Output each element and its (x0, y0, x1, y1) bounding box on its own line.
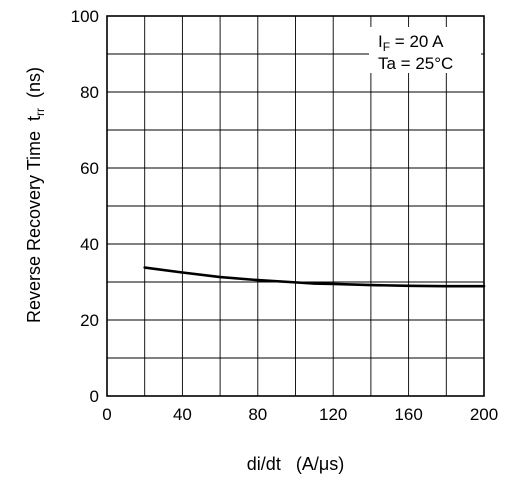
y-axis-title-main: Reverse Recovery Time t (24, 116, 44, 323)
x-tick-label: 160 (394, 405, 422, 424)
annotation-line-1: IF = 20 A (378, 32, 444, 54)
y-tick-label: 60 (80, 159, 99, 178)
y-tick-label: 20 (80, 311, 99, 330)
x-tick-label: 0 (102, 405, 111, 424)
x-tick-labels: 0 40 80 120 160 200 (102, 405, 498, 424)
plot-frame (106, 15, 485, 397)
annotation-line-1-rest: = 20 A (390, 32, 444, 51)
annotation-box (369, 27, 481, 73)
x-tick-label: 120 (319, 405, 347, 424)
x-tick-label: 40 (173, 405, 192, 424)
y-tick-label: 40 (80, 235, 99, 254)
y-tick-label: 0 (90, 387, 99, 406)
y-axis-title: Reverse Recovery Time trr (ns) (24, 52, 47, 348)
series-layer (143, 266, 486, 288)
x-tick-label: 200 (470, 405, 498, 424)
x-tick-label: 80 (248, 405, 267, 424)
y-axis-title-unit: (ns) (24, 67, 44, 108)
grid-lines (107, 16, 484, 396)
y-tick-label: 80 (80, 83, 99, 102)
y-tick-label: 100 (71, 7, 99, 26)
annotation-line-1-sub: F (383, 40, 390, 54)
annotation-line-1-main: I (378, 32, 383, 51)
y-axis-title-sub: rr (33, 108, 47, 116)
series-line (143, 266, 486, 288)
x-axis-title: di/dt (A/μs) (247, 454, 344, 474)
y-tick-labels: 0 20 40 60 80 100 (71, 7, 99, 406)
annotation-line-2: Ta = 25°C (378, 54, 453, 73)
